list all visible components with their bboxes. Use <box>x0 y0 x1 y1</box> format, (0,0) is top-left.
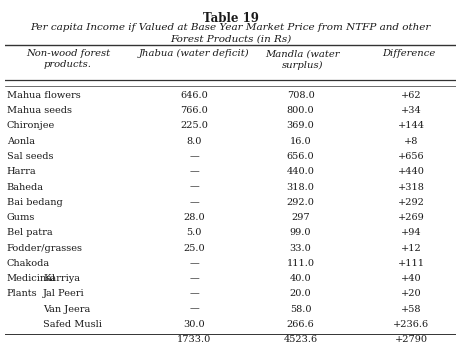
Text: +144: +144 <box>398 121 425 131</box>
Text: 318.0: 318.0 <box>287 183 314 192</box>
Text: Per capita Income if Valued at Base Year Market Price from NTFP and other
Forest: Per capita Income if Valued at Base Year… <box>30 23 431 44</box>
Text: 656.0: 656.0 <box>287 152 314 161</box>
Text: 30.0: 30.0 <box>183 320 205 329</box>
Text: Jal Peeri: Jal Peeri <box>43 290 85 298</box>
Text: +111: +111 <box>398 259 425 268</box>
Text: +318: +318 <box>398 183 425 192</box>
Text: Mandla (water
surplus): Mandla (water surplus) <box>266 49 340 70</box>
Text: +8: +8 <box>404 137 419 146</box>
Text: 99.0: 99.0 <box>290 228 311 237</box>
Text: Bel patra: Bel patra <box>7 228 53 237</box>
Text: —: — <box>189 152 199 161</box>
Text: Table 19: Table 19 <box>202 12 259 25</box>
Text: Medicinal: Medicinal <box>7 274 56 283</box>
Text: Mahua seeds: Mahua seeds <box>7 106 72 115</box>
Text: Chakoda: Chakoda <box>7 259 50 268</box>
Text: 20.0: 20.0 <box>290 290 311 298</box>
Text: 1733.0: 1733.0 <box>177 335 212 344</box>
Text: +656: +656 <box>398 152 425 161</box>
Text: 708.0: 708.0 <box>287 91 314 100</box>
Text: +40: +40 <box>401 274 421 283</box>
Text: +12: +12 <box>401 244 422 253</box>
Text: 5.0: 5.0 <box>187 228 202 237</box>
Text: Jhabua (water deficit): Jhabua (water deficit) <box>139 49 250 58</box>
Text: Gums: Gums <box>7 213 35 222</box>
Text: —: — <box>189 198 199 207</box>
Text: 58.0: 58.0 <box>290 305 311 314</box>
Text: Karriya: Karriya <box>43 274 80 283</box>
Text: +269: +269 <box>398 213 425 222</box>
Text: 440.0: 440.0 <box>287 167 314 176</box>
Text: 40.0: 40.0 <box>290 274 311 283</box>
Text: 800.0: 800.0 <box>287 106 314 115</box>
Text: Aonla: Aonla <box>7 137 35 146</box>
Text: 25.0: 25.0 <box>183 244 205 253</box>
Text: 16.0: 16.0 <box>290 137 311 146</box>
Text: 28.0: 28.0 <box>183 213 205 222</box>
Text: —: — <box>189 259 199 268</box>
Text: Chironjee: Chironjee <box>7 121 55 131</box>
Text: Harra: Harra <box>7 167 36 176</box>
Text: —: — <box>189 290 199 298</box>
Text: +62: +62 <box>401 91 421 100</box>
Text: 111.0: 111.0 <box>287 259 314 268</box>
Text: +292: +292 <box>398 198 425 207</box>
Text: —: — <box>189 167 199 176</box>
Text: 266.6: 266.6 <box>287 320 314 329</box>
Text: 4523.6: 4523.6 <box>284 335 318 344</box>
Text: Fodder/grasses: Fodder/grasses <box>7 244 83 253</box>
Text: 33.0: 33.0 <box>290 244 311 253</box>
Text: +20: +20 <box>401 290 421 298</box>
Text: Safed Musli: Safed Musli <box>43 320 102 329</box>
Text: Sal seeds: Sal seeds <box>7 152 53 161</box>
Text: —: — <box>189 274 199 283</box>
Text: —: — <box>189 183 199 192</box>
Text: Van Jeera: Van Jeera <box>43 305 90 314</box>
Text: +236.6: +236.6 <box>393 320 429 329</box>
Text: Plants: Plants <box>7 290 37 298</box>
Text: Baheda: Baheda <box>7 183 44 192</box>
Text: Non-wood forest
products.: Non-wood forest products. <box>26 49 110 69</box>
Text: Difference: Difference <box>382 49 436 58</box>
Text: 766.0: 766.0 <box>181 106 208 115</box>
Text: +440: +440 <box>398 167 425 176</box>
Text: —: — <box>189 305 199 314</box>
Text: +2790: +2790 <box>395 335 428 344</box>
Text: Mahua flowers: Mahua flowers <box>7 91 81 100</box>
Text: 369.0: 369.0 <box>287 121 314 131</box>
Text: +94: +94 <box>401 228 421 237</box>
Text: +58: +58 <box>401 305 421 314</box>
Text: 292.0: 292.0 <box>287 198 314 207</box>
Text: 225.0: 225.0 <box>180 121 208 131</box>
Text: Bai bedang: Bai bedang <box>7 198 63 207</box>
Text: 297: 297 <box>291 213 310 222</box>
Text: 646.0: 646.0 <box>181 91 208 100</box>
Text: +34: +34 <box>401 106 422 115</box>
Text: 8.0: 8.0 <box>187 137 202 146</box>
